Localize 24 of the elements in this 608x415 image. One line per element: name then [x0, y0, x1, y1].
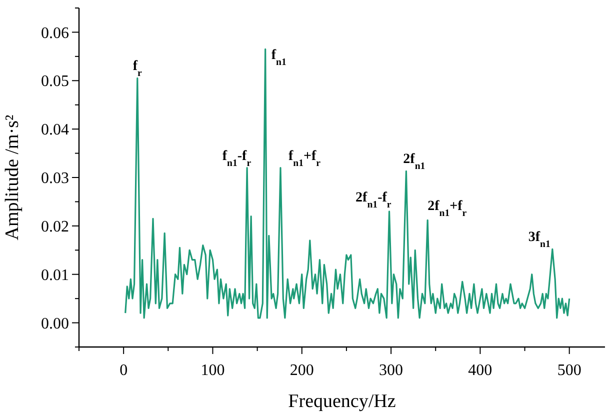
annotation: 2f$_{n1}$ — [403, 152, 426, 172]
text: 0.00 — [41, 315, 69, 332]
annotation: 2f$_{n1}$-f$_{r}$ — [356, 190, 392, 210]
annotation: 3f$_{n1}$ — [528, 230, 550, 250]
y-tick-label: 0.01 — [41, 266, 69, 284]
y-tick-label: 0.02 — [41, 218, 69, 236]
x-tick-label: 400 — [468, 362, 492, 379]
y-tick-label: 0.04 — [41, 122, 69, 139]
line-series — [124, 48, 570, 319]
annotation: f$_{n1}$+f$_{r}$ — [288, 148, 322, 168]
x-tick-label: 300 — [379, 362, 404, 379]
x-tick-label: 0 — [120, 362, 128, 379]
x-axis-title: Frequency/Hz — [288, 391, 396, 412]
x-tick-label: 200 — [290, 362, 314, 379]
y-tick-label: 0.06 — [41, 24, 69, 42]
y-axis-title: Amplitude /m·s² — [2, 114, 23, 240]
x-tick-label: 500 — [557, 362, 582, 379]
annotation: f$_{n1}$ — [271, 48, 286, 68]
annotation: f$_{r}$ — [132, 59, 143, 79]
annotation: f$_{n1}$-f$_{r}$ — [222, 148, 252, 168]
annotation: 2f$_{n1}$+f$_{r}$ — [428, 199, 468, 219]
y-tick-label: 0.03 — [41, 170, 69, 188]
x-tick-label: 100 — [200, 362, 225, 379]
y-tick-label: 0.05 — [41, 73, 69, 90]
